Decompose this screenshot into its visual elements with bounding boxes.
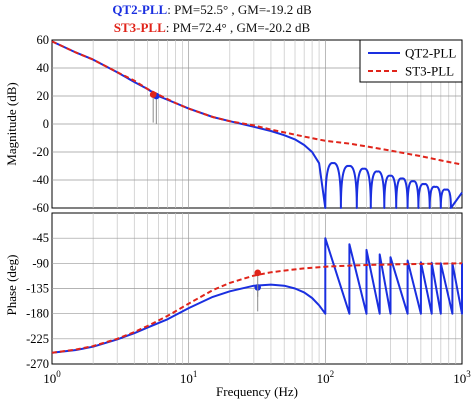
phase-y-ticks: -45 -90 -135 -180 -225 -270 xyxy=(26,231,49,371)
magnitude-y-axis-label: Magnitude (dB) xyxy=(4,82,19,165)
header-line-qt2: QT2-PLL: PM=52.5° , GM=-19.2 dB xyxy=(112,2,312,17)
ph-ytick-label: -45 xyxy=(32,231,49,245)
frequency-tick-label: 103 xyxy=(453,369,471,386)
ph-marker-st3-pll xyxy=(254,269,262,277)
legend-label: QT2-PLL xyxy=(405,46,456,61)
mag-ytick-label: 0 xyxy=(43,117,49,131)
mag-series-st3-pll xyxy=(51,40,463,166)
ph-ytick-label: -135 xyxy=(26,282,49,296)
ph-ytick-label: -270 xyxy=(26,357,49,371)
legend-box xyxy=(359,39,463,83)
phase-plot-area xyxy=(51,237,463,354)
mag-marker-st3-pll xyxy=(149,91,157,98)
ph-ytick-label: -225 xyxy=(26,332,49,346)
frequency-axis-label: Frequency (Hz) xyxy=(216,384,298,399)
ph-series-st3-pll xyxy=(51,262,463,354)
ph-series-qt2-pll xyxy=(51,237,463,354)
mag-ytick-label: -60 xyxy=(32,201,49,215)
legend-label: ST3-PLL xyxy=(405,64,454,79)
mag-ytick-label: 60 xyxy=(37,33,50,47)
header-qt2-metrics: : PM=52.5° , GM=-19.2 dB xyxy=(167,2,312,17)
frequency-tick-label: 101 xyxy=(180,369,198,386)
header-qt2-name: QT2-PLL xyxy=(112,2,167,17)
phase-y-axis-label: Phase (deg) xyxy=(4,254,19,315)
legend: QT2-PLL ST3-PLL xyxy=(359,39,463,83)
mag-ytick-label: 40 xyxy=(37,61,50,75)
frequency-tick-label: 102 xyxy=(317,369,335,386)
magnitude-panel: 60 40 20 0 -20 -40 -60 Magnitude (dB) QT2-PLL S… xyxy=(4,33,463,215)
ph-ytick-label: -90 xyxy=(32,256,49,270)
mag-ytick-label: 20 xyxy=(37,89,50,103)
header-st3-name: ST3-PLL xyxy=(114,20,166,35)
header-st3-metrics: : PM=72.4° , GM=-20.2 dB xyxy=(166,20,311,35)
frequency-tick-label: 100 xyxy=(43,369,61,386)
mag-ytick-label: -40 xyxy=(32,173,49,187)
magnitude-plot-area xyxy=(51,40,463,209)
ph-ytick-label: -180 xyxy=(26,307,49,321)
header-line-st3: ST3-PLL: PM=72.4° , GM=-20.2 dB xyxy=(114,20,311,35)
mag-series-qt2-pll xyxy=(51,40,463,209)
magnitude-y-ticks: 60 40 20 0 -20 -40 -60 xyxy=(32,33,49,215)
mag-ytick-label: -20 xyxy=(32,145,49,159)
frequency-tick-labels: 100 101 102 103 xyxy=(43,369,471,386)
phase-panel: -45-90-135-180-225-270 Phase (deg) 100 10… xyxy=(4,212,471,399)
